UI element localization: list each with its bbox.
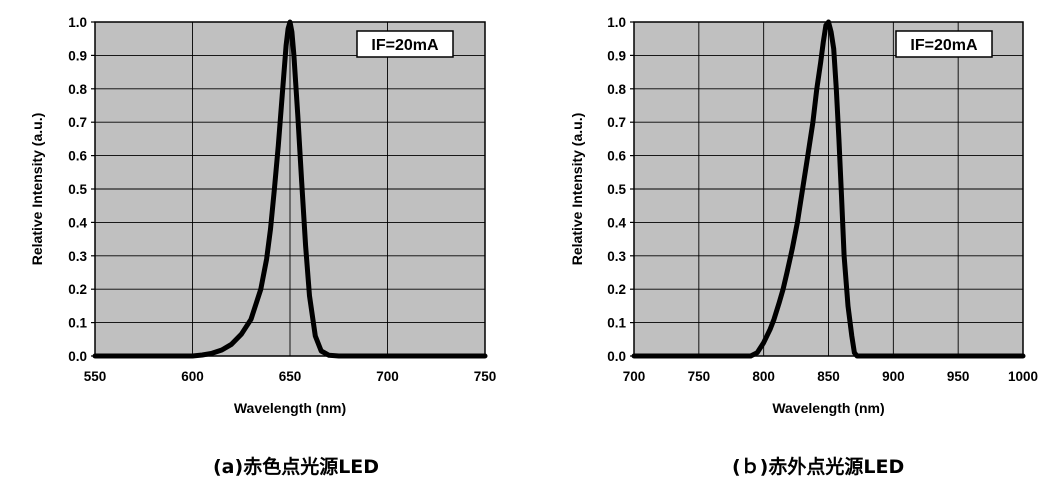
gridlines xyxy=(95,22,485,356)
x-tick-label: 950 xyxy=(947,369,970,384)
x-tick-label: 1000 xyxy=(1008,369,1038,384)
spectrum-line xyxy=(631,19,1026,359)
x-tick-label: 750 xyxy=(474,369,497,384)
y-tick-labels: 0.0 0.1 0.2 0.3 0.4 0.5 0.6 0.7 0.8 0.9 1.0 xyxy=(607,15,634,364)
y-tick-label: 0.8 xyxy=(607,82,626,97)
x-tick-label: 700 xyxy=(376,369,399,384)
y-tick-label: 0.3 xyxy=(68,249,87,264)
x-tick-label: 750 xyxy=(688,369,711,384)
caption-b: (ｂ)赤外点光源LED xyxy=(732,456,905,478)
y-tick-label: 0.0 xyxy=(68,349,87,364)
x-axis-title: Wavelength (nm) xyxy=(772,400,884,416)
x-tick-label: 700 xyxy=(623,369,646,384)
spectrum-line xyxy=(92,19,488,359)
y-tick-labels: 0.0 0.1 0.2 0.3 0.4 0.5 0.6 0.7 0.8 0.9 1.0 xyxy=(68,15,95,364)
y-tick-label: 0.5 xyxy=(68,182,87,197)
y-tick-label: 1.0 xyxy=(68,15,87,30)
y-tick-label: 0.4 xyxy=(68,215,87,230)
y-tick-label: 0.3 xyxy=(607,249,626,264)
y-tick-label: 0.2 xyxy=(607,282,626,297)
chart-a-svg: 0.0 0.1 0.2 0.3 0.4 0.5 0.6 0.7 0.8 0.9 1.0 550 600… xyxy=(29,15,497,416)
x-tick-label: 800 xyxy=(752,369,775,384)
caption-a: (a)赤色点光源LED xyxy=(213,456,380,478)
y-tick-label: 0.0 xyxy=(607,349,626,364)
x-tick-label: 650 xyxy=(279,369,302,384)
x-tick-label: 850 xyxy=(817,369,840,384)
annotation-text: IF=20mA xyxy=(910,37,978,54)
x-tick-labels: 550 600 650 700 750 xyxy=(84,369,497,384)
y-tick-label: 0.5 xyxy=(607,182,626,197)
y-tick-label: 0.8 xyxy=(68,82,87,97)
y-tick-label: 1.0 xyxy=(607,15,626,30)
annotation-frame xyxy=(356,30,454,58)
y-tick-label: 0.7 xyxy=(68,115,87,130)
x-axis-title: Wavelength (nm) xyxy=(234,400,346,416)
y-tick-label: 0.2 xyxy=(68,282,87,297)
annotation-box: IF=20mA xyxy=(895,30,993,58)
x-tick-labels: 700 750 800 850 900 950 1000 xyxy=(623,369,1038,384)
chart-panel-b: 0.0 0.1 0.2 0.3 0.4 0.5 0.6 0.7 0.8 0.9 1.0 700 750… xyxy=(530,0,1049,499)
annotation-frame xyxy=(895,30,993,58)
y-tick-label: 0.1 xyxy=(68,316,87,331)
annotation-text: IF=20mA xyxy=(371,37,439,54)
x-tick-label: 900 xyxy=(882,369,905,384)
y-axis-title: Relative Intensity (a.u.) xyxy=(29,113,45,265)
y-tick-label: 0.1 xyxy=(607,316,626,331)
y-tick-label: 0.6 xyxy=(68,149,87,164)
y-tick-label: 0.6 xyxy=(607,149,626,164)
y-axis-title: Relative Intensity (a.u.) xyxy=(569,113,585,265)
annotation-box: IF=20mA xyxy=(356,30,454,58)
y-tick-label: 0.4 xyxy=(607,215,626,230)
chart-panel-a: 0.0 0.1 0.2 0.3 0.4 0.5 0.6 0.7 0.8 0.9 1.0 550 600… xyxy=(0,0,520,499)
chart-b-svg: 0.0 0.1 0.2 0.3 0.4 0.5 0.6 0.7 0.8 0.9 1.0 700 750… xyxy=(569,15,1038,416)
y-tick-label: 0.7 xyxy=(607,115,626,130)
y-tick-label: 0.9 xyxy=(607,48,626,63)
y-tick-label: 0.9 xyxy=(68,48,87,63)
x-tick-label: 600 xyxy=(181,369,204,384)
x-tick-label: 550 xyxy=(84,369,107,384)
